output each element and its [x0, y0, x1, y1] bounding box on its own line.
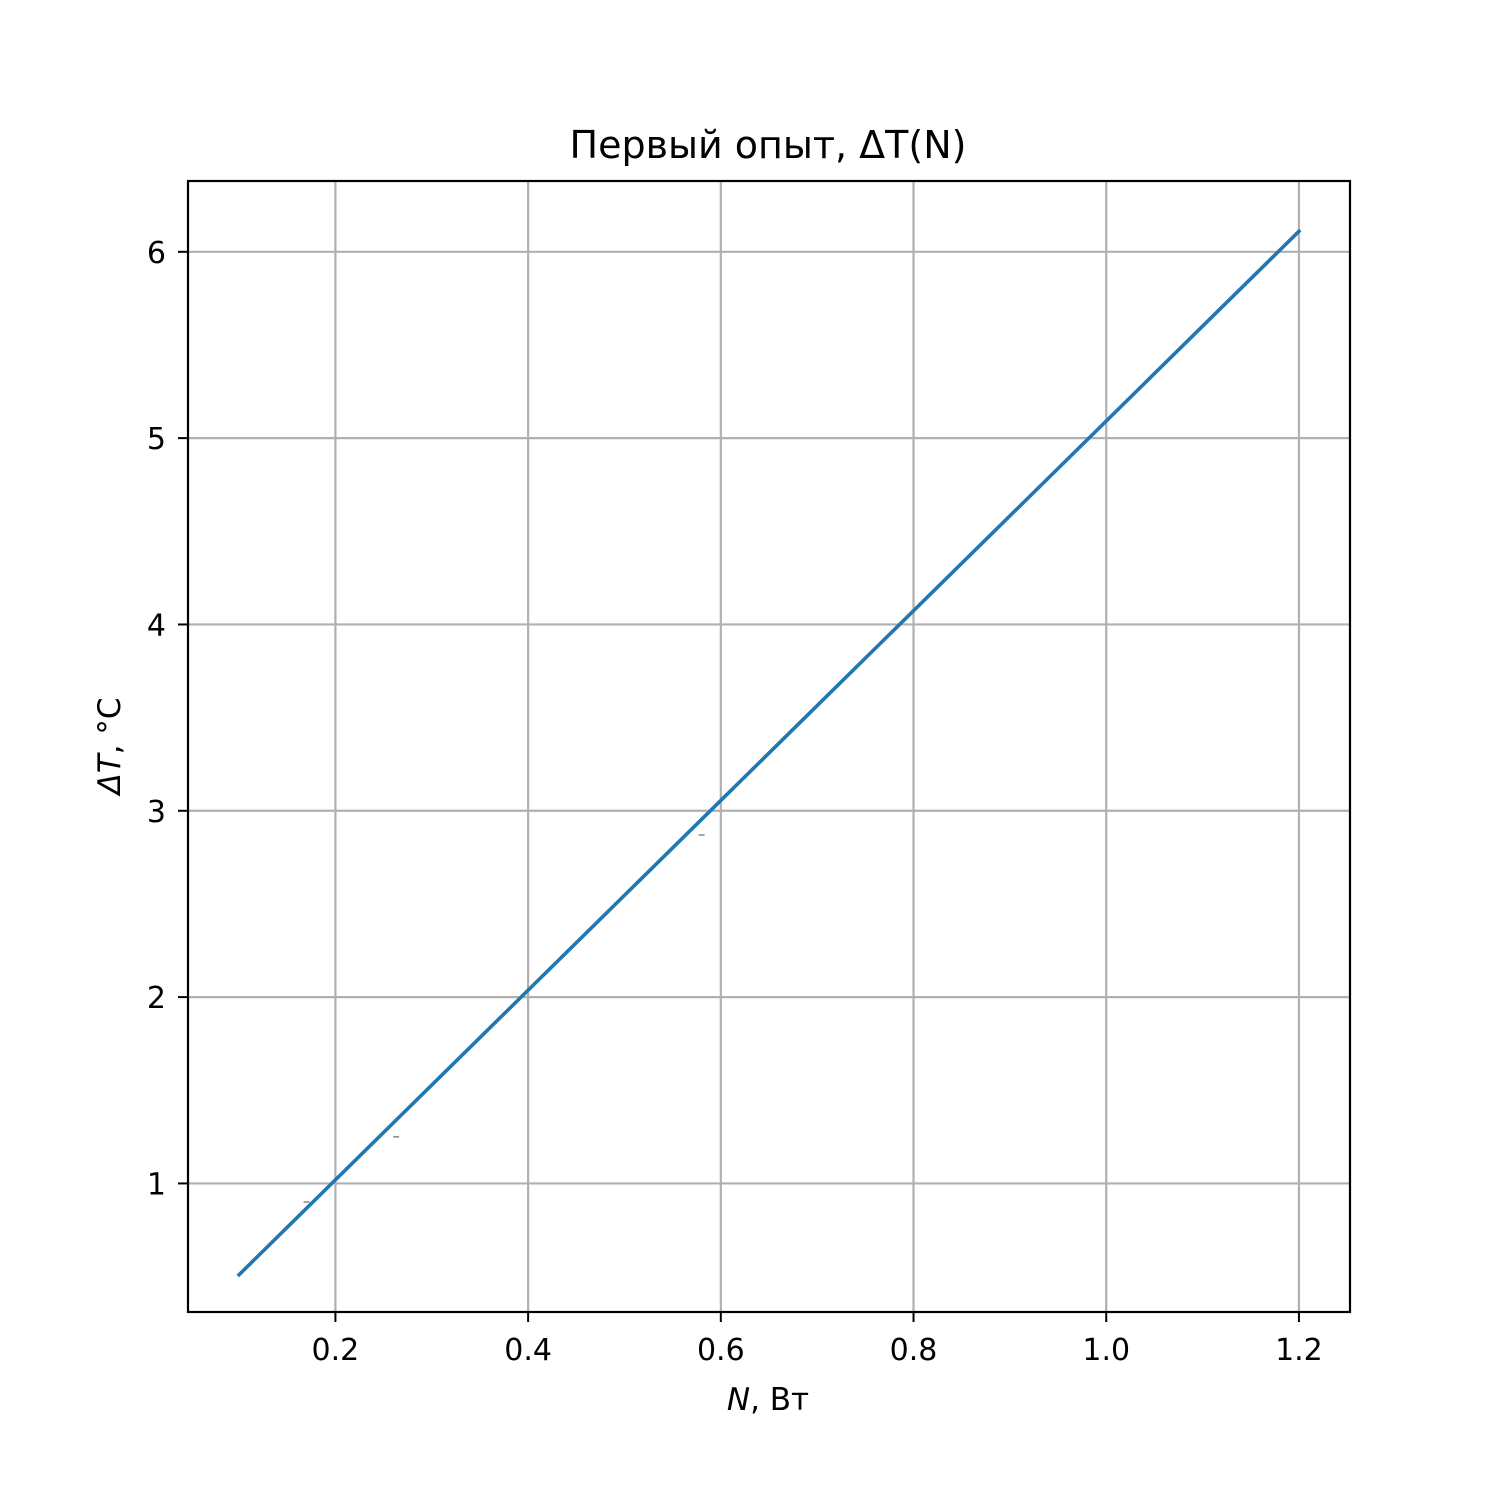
x-tick-label: 0.6 [697, 1333, 745, 1368]
x-axis-label: N, Вт [727, 1382, 809, 1418]
error-marks [303, 834, 705, 1203]
y-axis-label: ΔT, °C [92, 697, 128, 796]
grid [188, 181, 1350, 1312]
series [236, 228, 1302, 1278]
x-tick-label: 1.2 [1275, 1333, 1323, 1368]
axis-ticks: 0.2 0.4 0.6 0.8 1.0 1.2 1 2 3 4 5 6 [147, 236, 1323, 1368]
series-line [236, 228, 1302, 1278]
x-tick-label: 0.4 [504, 1333, 552, 1368]
y-tick-label: 5 [147, 422, 166, 457]
y-tick-label: 6 [147, 236, 166, 271]
x-tick-label: 0.8 [890, 1333, 938, 1368]
plot-frame [186, 179, 1352, 1314]
x-tick-label: 0.2 [312, 1333, 360, 1368]
y-tick-label: 4 [147, 608, 166, 643]
y-tick-label: 1 [147, 1167, 166, 1202]
x-tick-label: 1.0 [1082, 1333, 1130, 1368]
y-tick-label: 2 [147, 981, 166, 1016]
chart-title: Первый опыт, ΔT(N) [570, 123, 967, 167]
y-tick-label: 3 [147, 795, 166, 830]
